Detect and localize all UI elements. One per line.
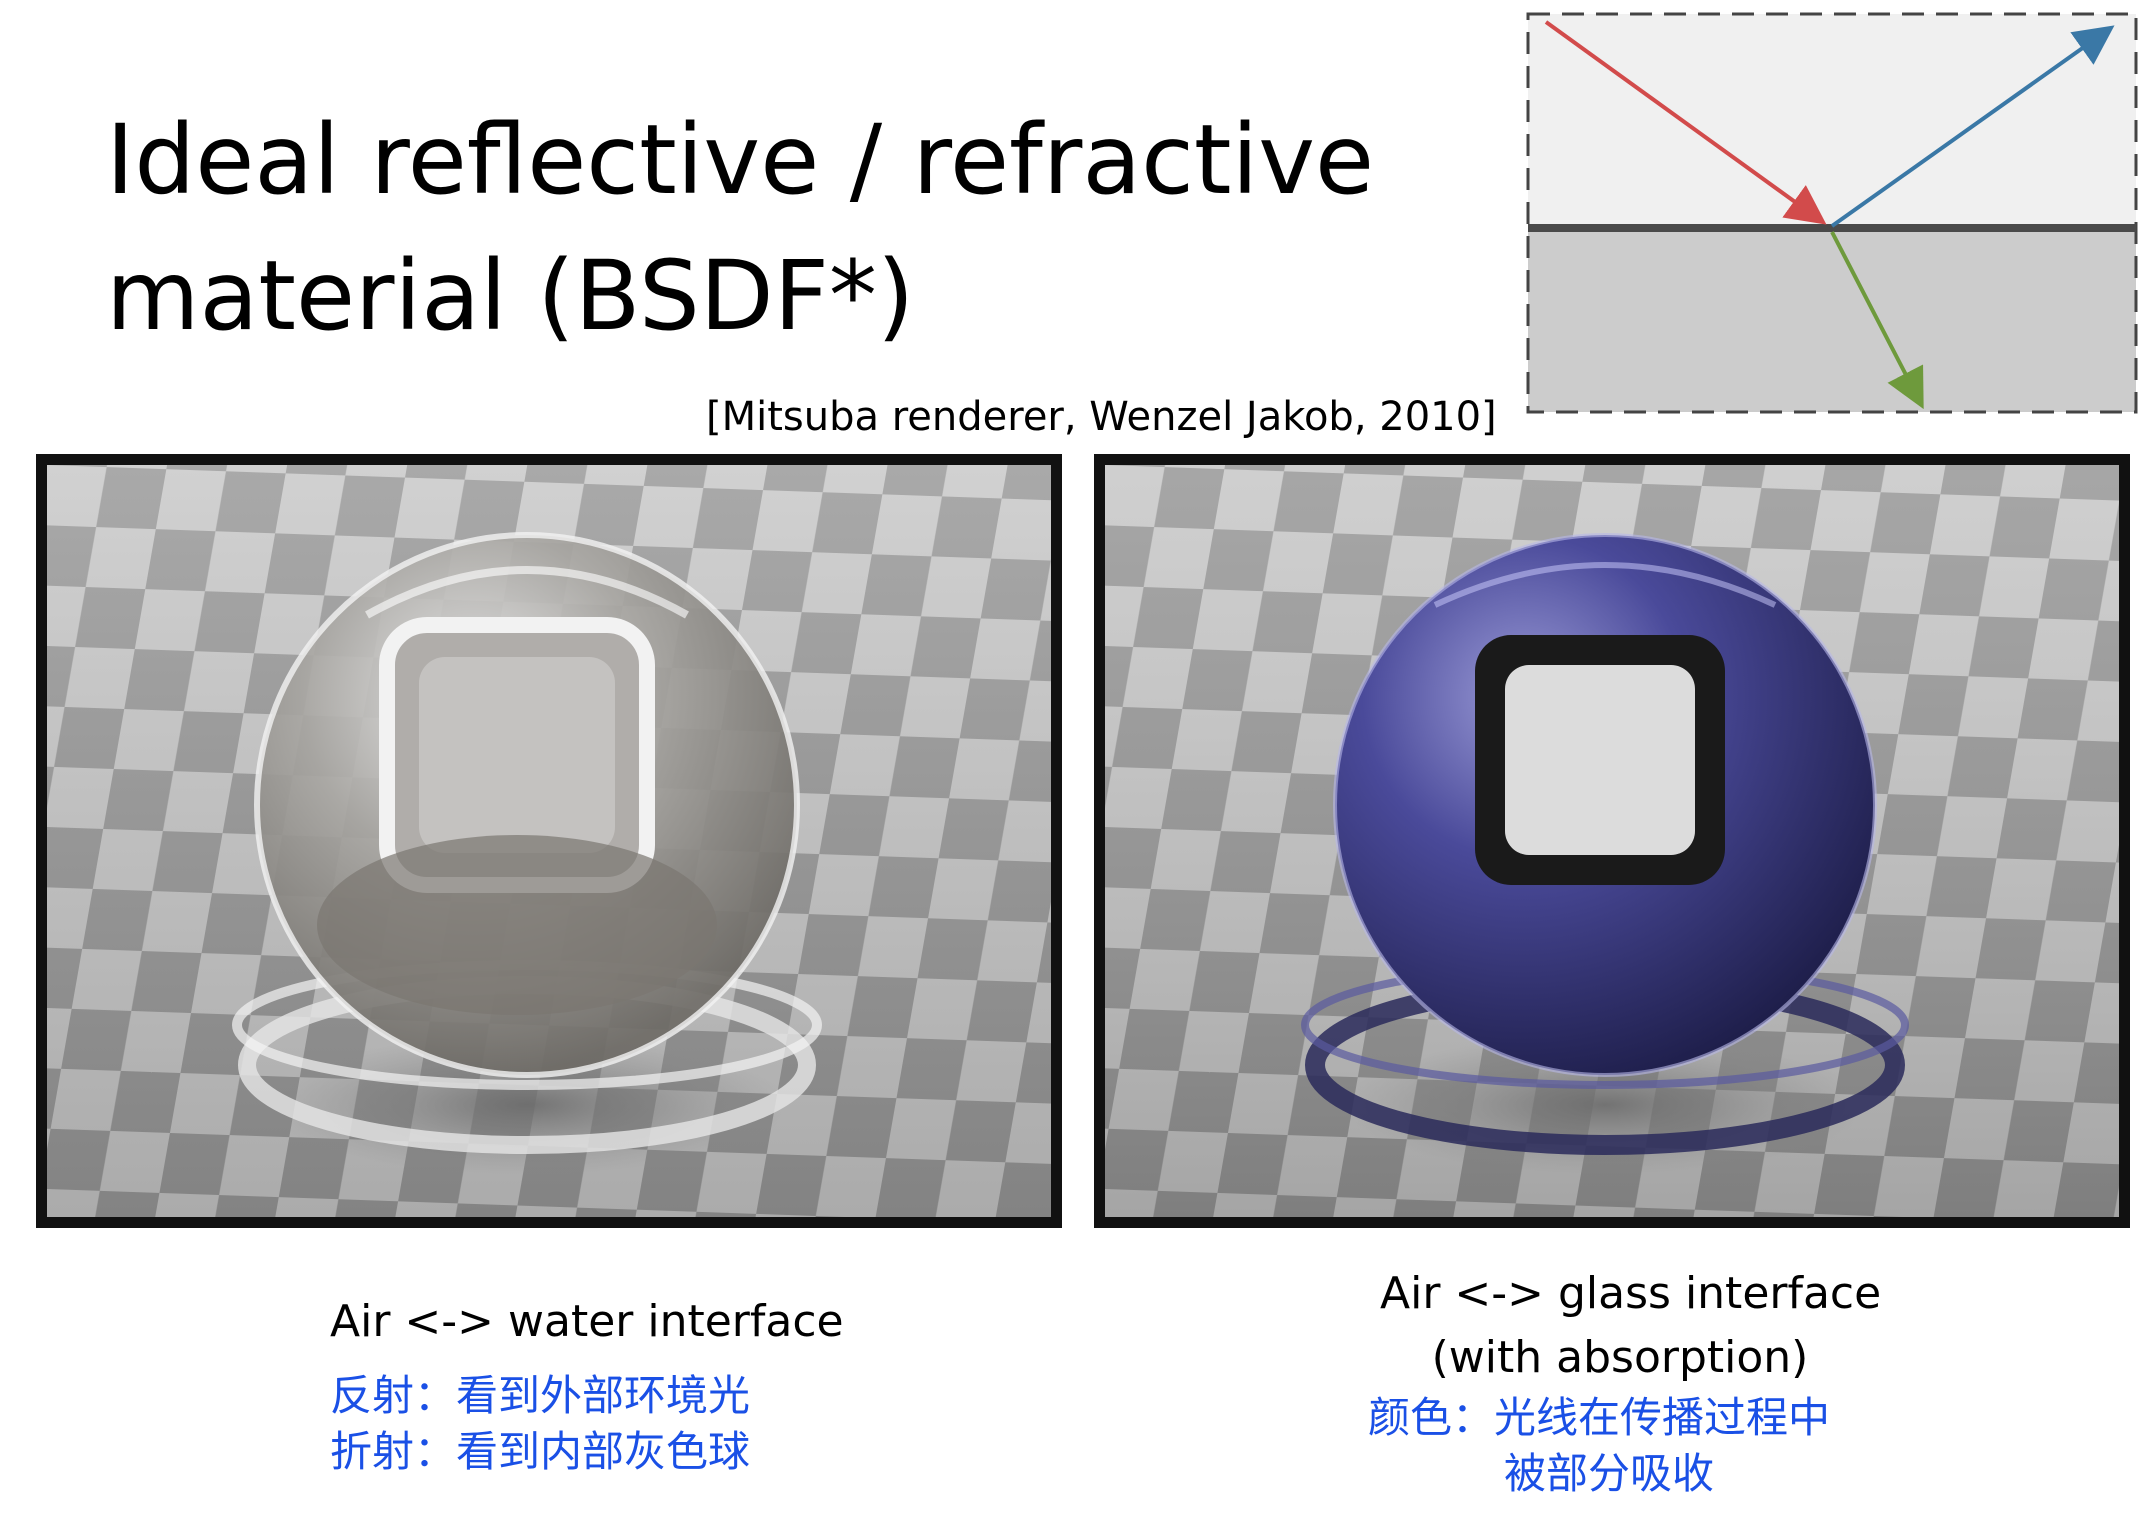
reflected-ray (1830, 25, 2115, 228)
diagram-border (1526, 12, 2138, 414)
water-render-svg (47, 465, 1051, 1217)
glass-note-line-1: 颜色：光线在传播过程中 (1368, 1393, 1831, 1442)
water-note-reflection: 反射：看到外部环境光 (330, 1371, 751, 1420)
water-render-image (36, 454, 1062, 1228)
glass-note-line-2: 被部分吸收 (1504, 1449, 1715, 1498)
water-note-refraction: 折射：看到内部灰色球 (330, 1427, 751, 1476)
lower-medium (1528, 228, 2136, 412)
glass-render-image (1094, 454, 2130, 1228)
reflection-refraction-diagram (1526, 12, 2138, 414)
glass-note: 颜色：光线在传播过程中 被部分吸收 (1368, 1390, 1830, 1502)
refracted-ray (1830, 231, 1924, 410)
water-note: 反射：看到外部环境光 折射：看到内部灰色球 (330, 1368, 750, 1480)
title-line-2: material (BSDF*) (106, 240, 915, 352)
slide-title: Ideal reflective / refractive material (… (106, 92, 1374, 364)
render-credit: [Mitsuba renderer, Wenzel Jakob, 2010] (706, 394, 1497, 440)
water-caption: Air <-> water interface (330, 1296, 844, 1347)
glass-caption-line-2: (with absorption) (1431, 1332, 1809, 1383)
upper-medium (1528, 14, 2136, 228)
glass-caption-line-1: Air <-> glass interface (1380, 1268, 1882, 1319)
title-line-1: Ideal reflective / refractive (106, 104, 1375, 216)
diagram-svg (1526, 12, 2138, 414)
glass-render-svg (1105, 465, 2119, 1217)
glass-caption: Air <-> glass interface (with absorption… (1380, 1262, 1882, 1390)
incident-ray (1544, 20, 1827, 225)
